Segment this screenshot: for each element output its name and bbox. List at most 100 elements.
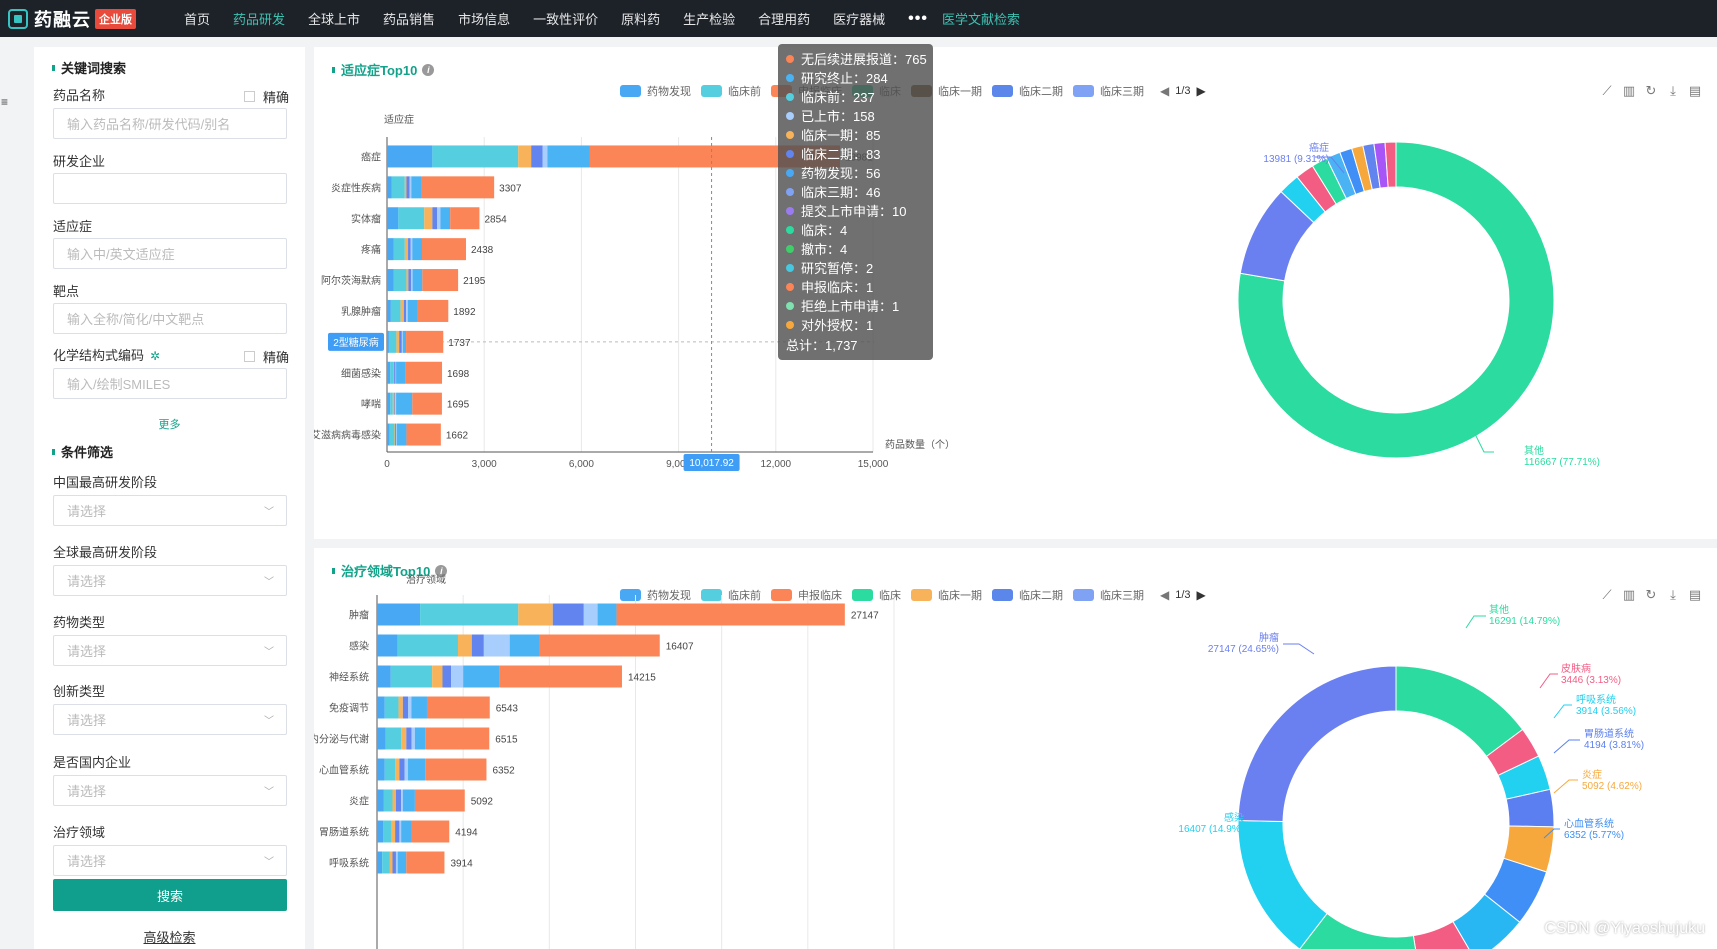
nav-item-9[interactable]: 医疗器械	[833, 12, 886, 27]
bar-segment[interactable]	[410, 269, 413, 292]
nav-item-8[interactable]: 合理用药	[758, 12, 811, 27]
bar-segment[interactable]	[404, 758, 409, 781]
y-tick-label[interactable]: 心血管系统	[319, 764, 369, 777]
line-chart-icon[interactable]: ⟋	[1602, 587, 1612, 602]
nav-item-2[interactable]: 全球上市	[308, 12, 361, 27]
nav-item-literature-search[interactable]: 医学文献检索	[941, 12, 1020, 27]
legend-item[interactable]: 药物发现	[620, 83, 691, 99]
bar-segment[interactable]	[547, 145, 590, 168]
bar-segment[interactable]	[425, 727, 490, 750]
menu-toggle-icon[interactable]: ≡	[1, 95, 9, 109]
legend-item[interactable]: 临床二期	[992, 587, 1063, 603]
bar-segment[interactable]	[412, 269, 423, 292]
y-tick-label[interactable]: 炎症性疾病	[331, 181, 381, 194]
bar-segment[interactable]	[483, 634, 510, 657]
bar-segment[interactable]	[391, 820, 396, 843]
bar-segment[interactable]	[589, 145, 840, 168]
bar-segment[interactable]	[401, 820, 412, 843]
bar-segment[interactable]	[377, 634, 398, 657]
y-tick-label[interactable]: 哮喘	[361, 398, 381, 411]
bar-segment[interactable]	[406, 269, 409, 292]
bar-segment[interactable]	[396, 361, 406, 384]
indication-donut-slice[interactable]	[1384, 141, 1397, 188]
y-tick-label[interactable]: 免疫调节	[329, 702, 369, 715]
legend-item[interactable]: 临床三期	[1073, 83, 1144, 99]
bar-segment[interactable]	[394, 361, 396, 384]
bar-segment[interactable]	[408, 269, 411, 292]
bar-segment[interactable]	[384, 696, 399, 719]
bar-segment[interactable]	[401, 330, 403, 353]
bar-segment[interactable]	[398, 696, 403, 719]
bar-segment[interactable]	[395, 851, 398, 874]
checkbox-box[interactable]	[243, 91, 255, 102]
bar-segment[interactable]	[402, 330, 407, 353]
bar-segment[interactable]	[387, 392, 391, 415]
bar-segment[interactable]	[425, 758, 487, 781]
y-tick-label[interactable]: 2型糖尿病	[333, 336, 379, 349]
bar-segment[interactable]	[377, 758, 385, 781]
legend-item[interactable]: 临床前	[701, 587, 761, 603]
bar-segment[interactable]	[421, 238, 466, 261]
bar-segment[interactable]	[411, 696, 427, 719]
bar-segment[interactable]	[408, 696, 412, 719]
bar-segment[interactable]	[395, 758, 400, 781]
bar-segment[interactable]	[412, 238, 422, 261]
restore-icon[interactable]: ↻	[1645, 83, 1657, 98]
bar-segment[interactable]	[387, 207, 399, 230]
bar-segment[interactable]	[463, 665, 500, 688]
domestic-select[interactable]: 请选择 ﹀	[53, 775, 287, 806]
prev-page-icon[interactable]: ◀	[1160, 84, 1170, 98]
bar-segment[interactable]	[396, 423, 407, 446]
nav-item-1[interactable]: 药品研发	[233, 12, 286, 27]
bar-segment[interactable]	[583, 603, 598, 626]
bar-segment[interactable]	[499, 665, 622, 688]
bar-segment[interactable]	[394, 423, 396, 446]
bar-segment[interactable]	[390, 299, 401, 322]
bar-segment[interactable]	[518, 603, 553, 626]
bar-segment[interactable]	[406, 176, 410, 199]
bar-segment[interactable]	[414, 789, 465, 812]
company-input[interactable]	[53, 173, 287, 204]
bar-segment[interactable]	[616, 603, 845, 626]
advanced-search-link[interactable]: 高级检索	[143, 930, 196, 945]
target-input[interactable]: 输入全称/简化/中文靶点	[53, 303, 287, 334]
bar-segment[interactable]	[471, 634, 484, 657]
data-view-icon[interactable]: ▤	[1688, 83, 1702, 98]
bar-segment[interactable]	[451, 665, 464, 688]
nav-item-7[interactable]: 生产检验	[683, 12, 736, 27]
bar-segment[interactable]	[377, 789, 384, 812]
bar-segment[interactable]	[597, 603, 617, 626]
bar-segment[interactable]	[509, 634, 539, 657]
bar-segment[interactable]	[397, 634, 458, 657]
bar-segment[interactable]	[432, 665, 443, 688]
next-page-icon[interactable]: ▶	[1196, 84, 1206, 98]
bar-segment[interactable]	[399, 330, 402, 353]
cn-stage-select[interactable]: 请选择 ﹀	[53, 495, 287, 526]
bar-segment[interactable]	[402, 696, 409, 719]
bar-segment[interactable]	[404, 176, 407, 199]
bar-segment[interactable]	[424, 207, 433, 230]
bar-segment[interactable]	[403, 299, 407, 322]
bar-segment[interactable]	[393, 238, 405, 261]
bar-segment[interactable]	[401, 789, 403, 812]
bar-segment[interactable]	[377, 851, 383, 874]
bar-segment[interactable]	[531, 145, 543, 168]
bar-segment[interactable]	[395, 789, 402, 812]
bar-segment[interactable]	[387, 299, 391, 322]
bar-segment[interactable]	[387, 361, 391, 384]
bar-segment[interactable]	[393, 361, 395, 384]
restore-icon[interactable]: ↻	[1645, 587, 1657, 602]
nav-item-6[interactable]: 原料药	[621, 12, 661, 27]
bar-segment[interactable]	[387, 269, 394, 292]
legend-item[interactable]: 临床一期	[911, 587, 982, 603]
bar-segment[interactable]	[377, 820, 384, 843]
bar-segment[interactable]	[432, 207, 438, 230]
indication-input[interactable]: 输入中/英文适应症	[53, 238, 287, 269]
y-tick-label[interactable]: 神经系统	[329, 671, 369, 684]
bar-segment[interactable]	[408, 758, 426, 781]
bar-segment[interactable]	[397, 851, 407, 874]
bar-segment[interactable]	[377, 696, 385, 719]
checkbox-box[interactable]	[243, 351, 255, 362]
bar-segment[interactable]	[450, 207, 480, 230]
area-donut-slice[interactable]	[1395, 665, 1524, 758]
